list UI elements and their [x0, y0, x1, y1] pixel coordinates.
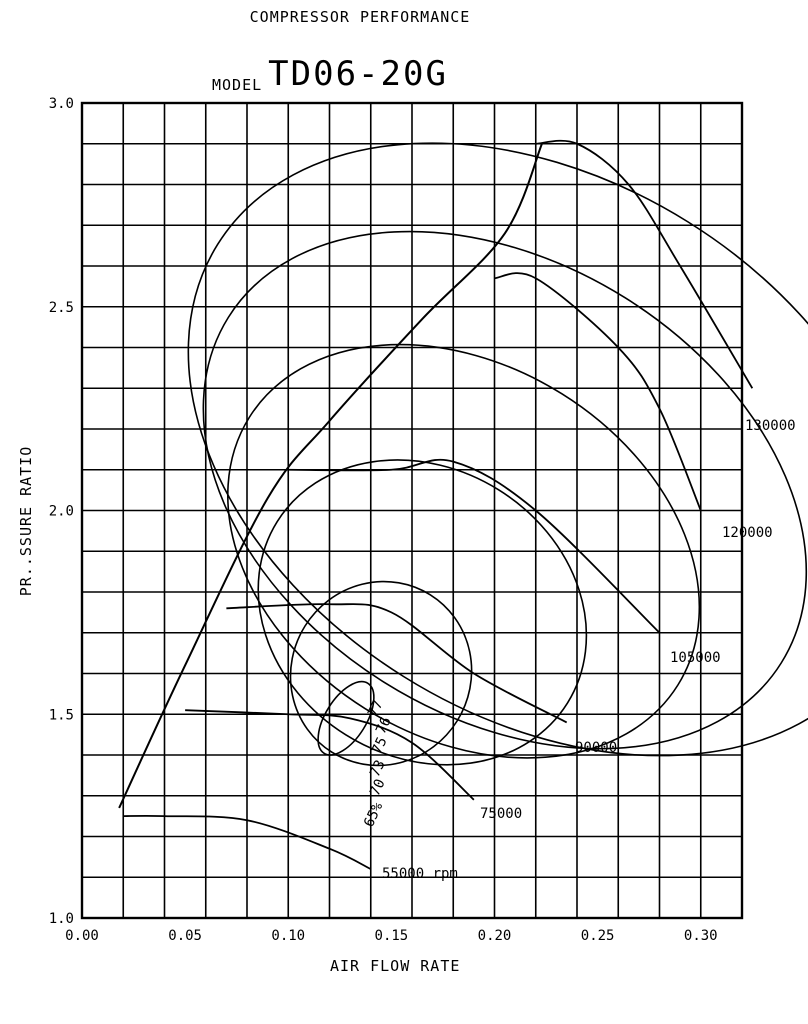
chart-title: COMPRESSOR PERFORMANCE — [249, 8, 471, 26]
y-tick-label: 1.0 — [49, 911, 74, 927]
y-tick-label: 1.5 — [49, 707, 74, 723]
x-tick-label: 0.15 — [375, 928, 409, 944]
x-tick-label: 0.30 — [684, 928, 718, 944]
efficiency-label: 75 — [369, 735, 391, 757]
x-tick-label: 0.05 — [168, 928, 202, 944]
x-tick-label: 0.00 — [65, 928, 99, 944]
efficiency-island — [187, 142, 808, 757]
model-label: MODEL — [212, 76, 263, 94]
x-tick-label: 0.20 — [478, 928, 512, 944]
x-axis-label: AIR FLOW RATE — [330, 957, 461, 975]
model-value: TD06-20G — [268, 54, 448, 94]
efficiency-island — [257, 459, 588, 766]
x-tick-label: 0.10 — [271, 928, 305, 944]
surge-line — [118, 143, 543, 809]
efficiency-label: 65% — [361, 799, 386, 829]
efficiency-label: 77 — [365, 698, 387, 720]
efficiency-island — [227, 343, 701, 759]
speed-line-label: 55000 rpm — [382, 866, 458, 882]
y-tick-label: 2.5 — [49, 300, 74, 316]
efficiency-island — [289, 580, 473, 767]
plot-frame — [80, 101, 744, 920]
speed-line — [288, 458, 661, 634]
speed-line — [185, 709, 475, 801]
speed-line — [535, 139, 754, 389]
efficiency-label: 70 — [367, 777, 389, 799]
speed-line — [494, 272, 702, 511]
efficiency-island — [317, 680, 375, 756]
speed-line — [123, 814, 372, 870]
x-tick-label: 0.25 — [581, 928, 615, 944]
efficiency-label: 76 — [373, 715, 395, 737]
y-tick-label: 2.0 — [49, 504, 74, 520]
model-heading: MODEL TD06-20G — [212, 54, 448, 94]
efficiency-island — [202, 230, 808, 750]
speed-line — [226, 603, 568, 724]
speed-line-label: 105000 — [670, 650, 721, 666]
speed-line-label: 75000 — [480, 806, 522, 822]
efficiency-label: 73 — [367, 758, 389, 780]
speed-line-label: 120000 — [722, 525, 773, 541]
speed-line-label: 130000 — [745, 418, 796, 434]
y-tick-label: 3.0 — [49, 96, 74, 112]
